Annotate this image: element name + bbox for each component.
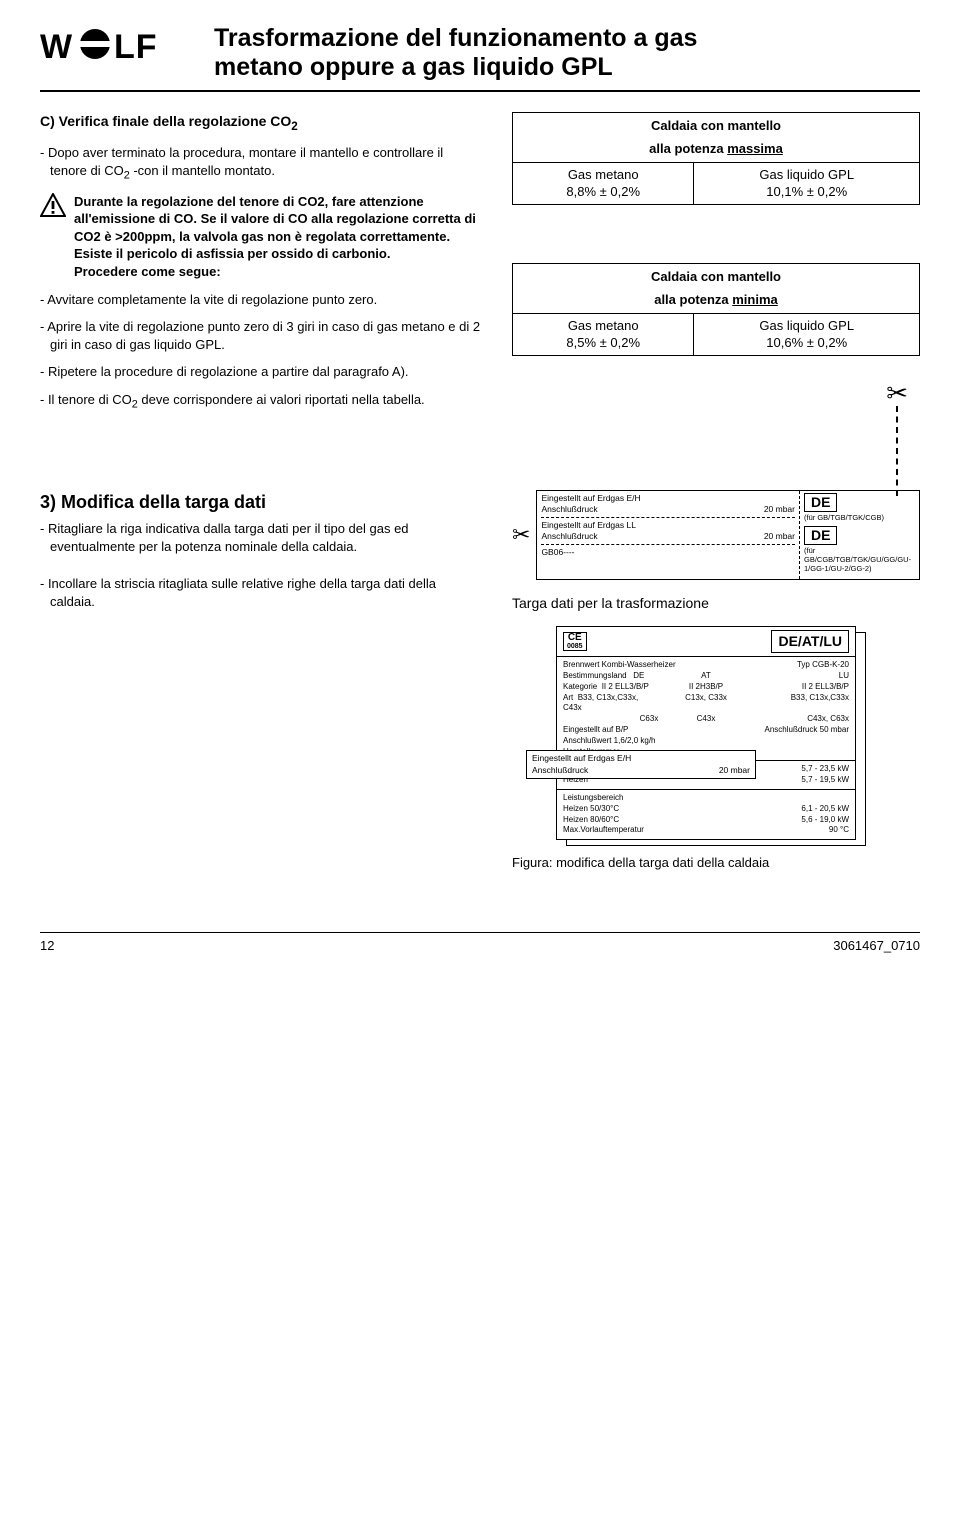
cut-strip-figure: ✂ Eingestellt auf Erdgas E/H Anschlußdru… [512,490,920,580]
warning-block: Durante la regolazione del tenore di CO2… [40,193,482,281]
table-max-caption1: Caldaia con mantello [513,112,920,137]
scissors-icon: ✂ [512,524,530,546]
svg-text:LF: LF [114,28,158,66]
s3-p2: - Incollare la striscia ritagliata sulle… [40,575,482,610]
section-3-text: 3) Modifica della targa dati - Ritagliar… [40,490,482,872]
section-3-title: 3) Modifica della targa dati [40,490,482,514]
section-3-figures: ✂ ✂ Eingestellt auf Erdgas E/H Anschlußd… [512,490,920,872]
s3-p1: - Ritagliare la riga indicativa dalla ta… [40,520,482,555]
scissor-vertical: ✂ [886,380,908,496]
strip-right: DE (für GB/TGB/TGK/CGB) DE (für GB/CGB/T… [799,491,919,579]
page-header: W LF Trasformazione del funzionamento a … [40,24,920,92]
warning-icon [40,193,66,222]
cut-strips-box: Eingestellt auf Erdgas E/H Anschlußdruck… [536,490,920,580]
section-c-text: C) Verifica finale della regolazione CO2… [40,112,482,422]
scissors-icon: ✂ [886,380,908,406]
bullet-2: - Aprire la vite di regolazione punto ze… [40,318,482,353]
bullet-3: - Ripetere la procedure di regolazione a… [40,363,482,381]
cut-line-vertical [896,406,898,496]
table-min-caption1: Caldaia con mantello [513,263,920,288]
table-max: Caldaia con mantello alla potenza massim… [512,112,920,205]
section-c-p1: - Dopo aver terminato la procedura, mont… [40,144,482,183]
bullet-4: - Il tenore di CO2 deve corrispondere ai… [40,391,482,412]
targa-label: Targa dati per la trasformazione [512,594,920,613]
warning-text: Durante la regolazione del tenore di CO2… [74,193,482,281]
page-footer: 12 3061467_0710 [40,932,920,955]
section-c-heading: C) Verifica finale della regolazione CO2 [40,112,482,135]
title-line1: Trasformazione del funzionamento a gas [214,24,697,52]
figure-caption: Figura: modifica della targa dati della … [512,854,920,872]
table-min: Caldaia con mantello alla potenza minima… [512,263,920,356]
ce-mark: CE0085 [563,632,587,651]
section-c-tables: Caldaia con mantello alla potenza massim… [512,112,920,422]
wolf-logo: W LF [40,24,190,68]
title-line2: metano oppure a gas liquido GPL [214,53,613,81]
country-box: DE/AT/LU [771,630,849,653]
page-title: Trasformazione del funzionamento a gas m… [214,24,697,82]
svg-text:W: W [40,28,73,66]
strip-main: Eingestellt auf Erdgas E/H Anschlußdruck… [537,491,799,579]
data-plate-figure: CE0085 DE/AT/LU Brennwert Kombi-Wasserhe… [556,626,876,840]
bullet-1: - Avvitare completamente la vite di rego… [40,291,482,309]
data-plate: CE0085 DE/AT/LU Brennwert Kombi-Wasserhe… [556,626,856,840]
page-number: 12 [40,937,54,955]
section-c: C) Verifica finale della regolazione CO2… [40,112,920,422]
doc-number: 3061467_0710 [833,937,920,955]
overlay-strip: Eingestellt auf Erdgas E/H Anschlußdruck… [526,750,756,779]
section-3: 3) Modifica della targa dati - Ritagliar… [40,490,920,872]
